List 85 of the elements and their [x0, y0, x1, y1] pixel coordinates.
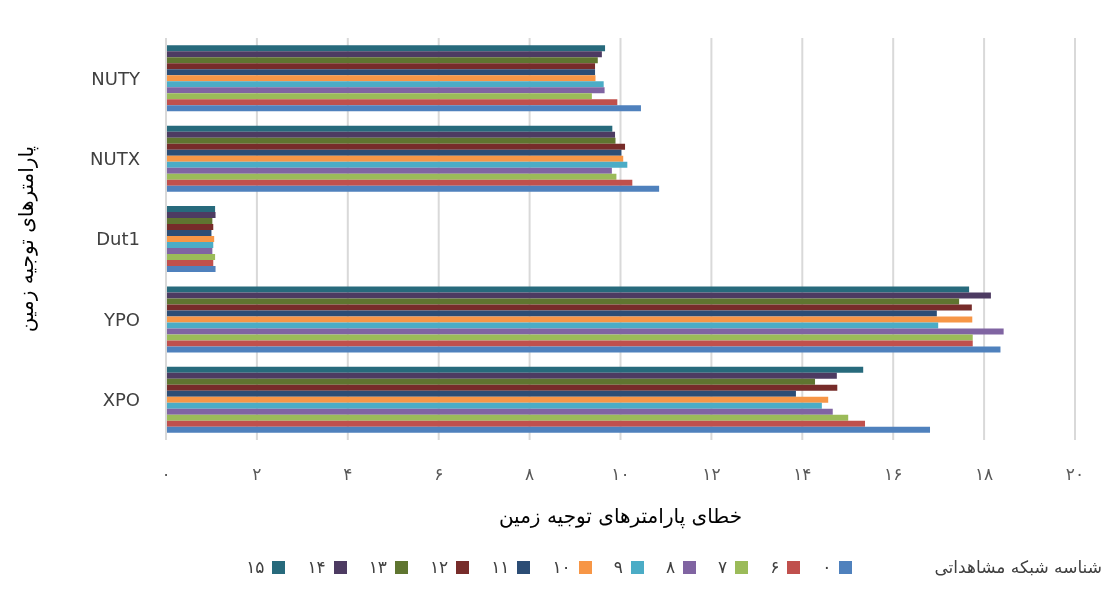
bar	[166, 224, 214, 231]
bar	[166, 334, 973, 341]
legend-label: ۱۳	[368, 557, 387, 577]
y-tick-label: NUTX	[90, 147, 140, 169]
bar	[166, 173, 617, 180]
bar	[166, 125, 613, 132]
legend-label: ۱۴	[307, 557, 326, 577]
bar	[166, 51, 602, 58]
legend-label: ۰	[822, 557, 832, 577]
x-tick-label: ۱۰	[611, 464, 630, 485]
bar	[166, 298, 960, 305]
bar	[166, 304, 972, 311]
bar	[166, 161, 628, 168]
x-tick-label: ۱۴	[793, 464, 812, 485]
bar	[166, 149, 622, 156]
legend-label: ۱۰	[552, 557, 571, 577]
bar	[166, 286, 970, 293]
bar	[166, 137, 616, 144]
x-tick-label: ۱۲	[702, 464, 721, 485]
legend-label: ۹	[613, 557, 623, 577]
x-tick-label: ۲	[252, 464, 262, 485]
bar	[166, 292, 991, 299]
bar	[166, 396, 829, 403]
bar	[166, 75, 596, 82]
bar	[166, 390, 796, 397]
bar	[166, 420, 866, 427]
y-tick-label: YPO	[102, 308, 140, 330]
bar	[166, 414, 849, 421]
y-tick-label: Dut1	[96, 228, 140, 250]
bar	[166, 185, 660, 192]
bar	[166, 179, 633, 186]
bar	[166, 260, 214, 267]
bar	[166, 69, 596, 76]
legend-label: ۱۱	[491, 557, 510, 577]
bar	[166, 218, 213, 225]
bar	[166, 316, 973, 323]
bar	[166, 248, 213, 255]
bar	[166, 131, 616, 138]
bar	[166, 167, 612, 174]
x-tick-label: ۱۸	[974, 464, 994, 485]
x-tick-label: ۱۶	[884, 464, 903, 485]
bar	[166, 242, 214, 249]
bar	[166, 372, 837, 379]
bar	[166, 87, 605, 94]
x-tick-label: ۴	[343, 464, 353, 485]
bar	[166, 63, 596, 70]
x-tick-label: ۲۰	[1065, 464, 1085, 485]
bar	[166, 212, 216, 219]
bar	[166, 408, 833, 415]
bar	[166, 99, 618, 106]
y-tick-label: XPO	[102, 389, 140, 411]
bar	[166, 402, 822, 409]
bar	[166, 328, 1004, 335]
bar	[166, 143, 626, 150]
bar	[166, 266, 216, 273]
legend-label: ۶	[770, 557, 780, 577]
bar	[166, 236, 215, 243]
bar	[166, 322, 939, 329]
x-tick-label: ۰	[161, 464, 171, 485]
legend-label: ۱۲	[429, 557, 449, 577]
x-axis-title: خطای پارامترهای توجیه زمین	[498, 504, 743, 529]
x-tick-label: ۶	[434, 464, 444, 485]
legend-title: شناسه شبکه مشاهداتی	[934, 557, 1102, 577]
bar	[166, 155, 624, 162]
legend-label: ۱۵	[246, 557, 265, 577]
bar	[166, 254, 216, 261]
y-tick-label: NUTY	[91, 67, 141, 89]
bar	[166, 57, 598, 64]
bar	[166, 206, 216, 213]
bar	[166, 340, 973, 347]
bar	[166, 346, 1001, 353]
bar	[166, 45, 606, 52]
bar	[166, 230, 212, 237]
x-tick-label: ۸	[525, 464, 535, 485]
bar	[166, 366, 864, 373]
bar	[166, 378, 816, 385]
legend-label: ۷	[718, 557, 728, 577]
bar	[166, 81, 604, 88]
legend-label: ۸	[665, 557, 676, 577]
bar	[166, 93, 592, 100]
bar	[166, 310, 937, 317]
bar	[166, 426, 931, 433]
bar	[166, 384, 838, 391]
y-axis-title: پارامترهای توجیه زمین	[14, 145, 40, 333]
bar	[166, 105, 641, 112]
